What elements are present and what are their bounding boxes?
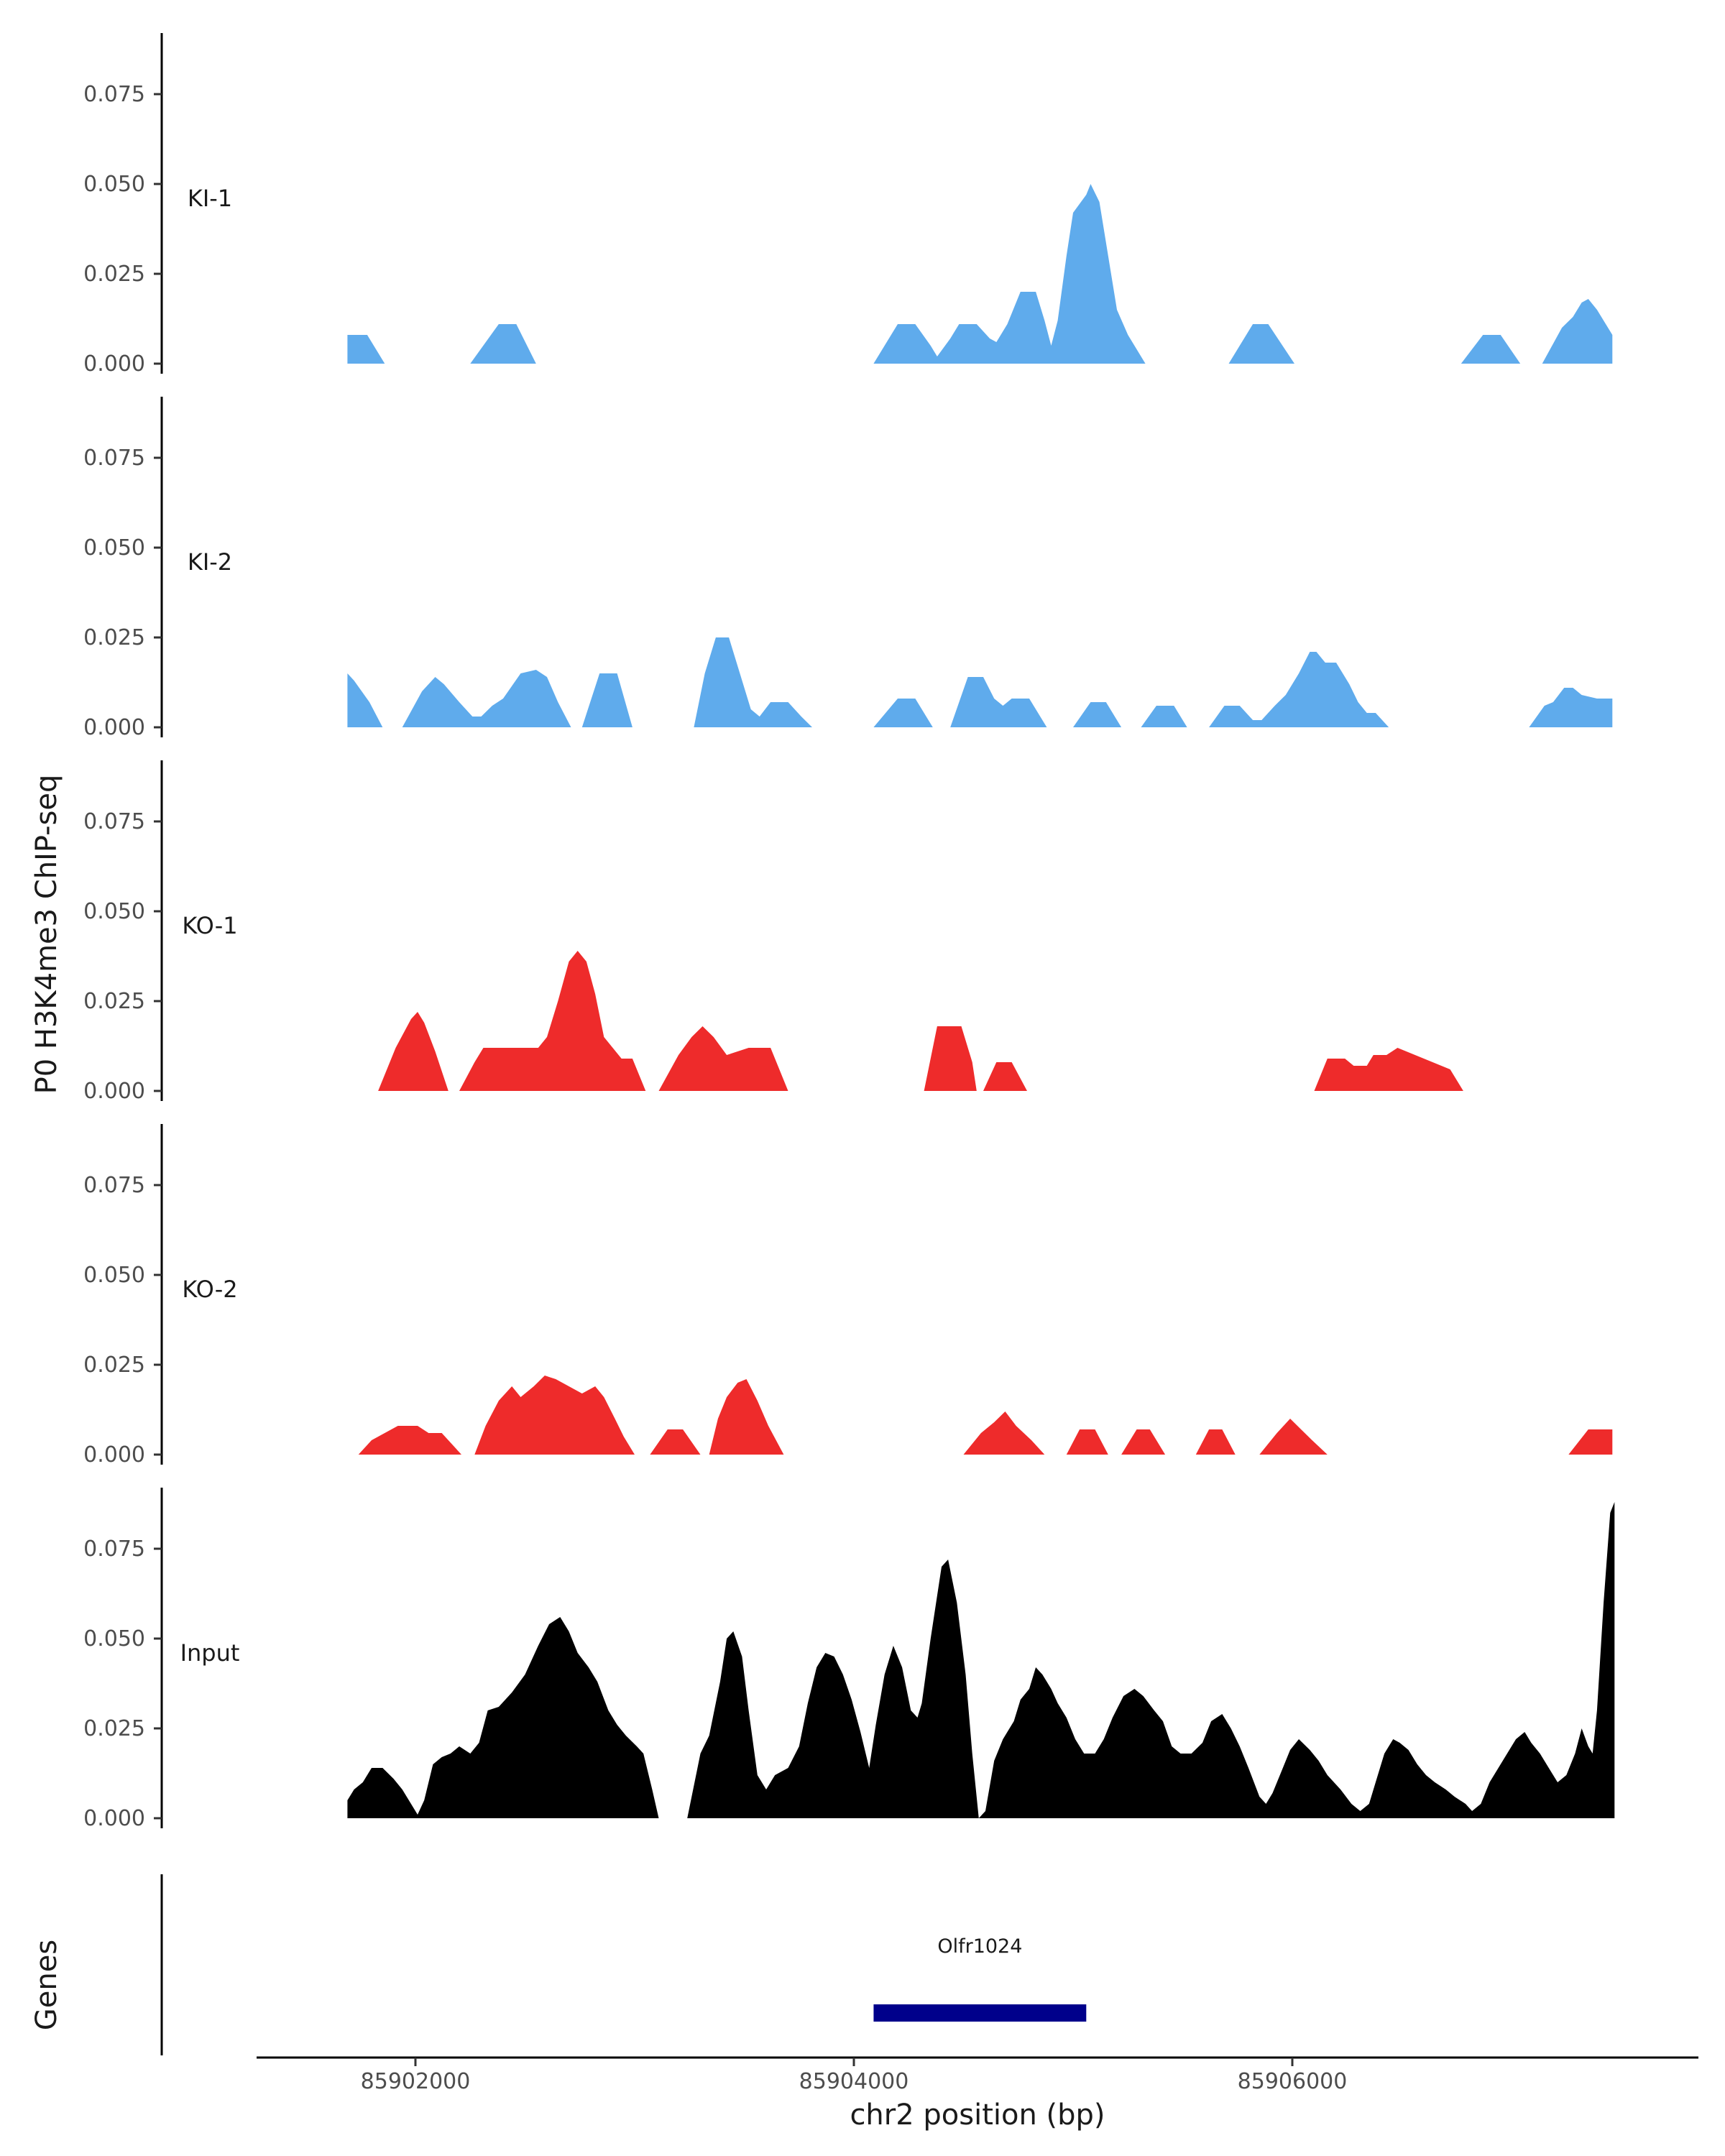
y-tick-label: 0.075: [83, 1173, 145, 1198]
y-tick-label: 0.000: [83, 715, 145, 740]
tracks-layer: 0.0000.0250.0500.075KI-10.0000.0250.0500…: [83, 33, 1615, 1831]
y-tick-label: 0.000: [83, 1442, 145, 1468]
track-input: 0.000 0.025 0.050 0.075 Input: [83, 1488, 1615, 1831]
y-axis-title: P0 H3K4me3 ChIP-seq: [30, 775, 63, 1095]
y-tick-label: 0.050: [83, 535, 145, 561]
x-tick-label: 85906000: [1238, 2069, 1348, 2094]
y-tick-label: 0.025: [83, 1353, 145, 1378]
track-ko-2: 0.000 0.025 0.050 0.075 KO-2: [83, 1124, 1613, 1468]
track-ko-1: 0.000 0.025 0.050 0.075 KO-1: [83, 760, 1463, 1104]
gene-bar: [873, 2004, 1087, 2022]
y-tick-label: 0.050: [83, 899, 145, 924]
genes-panel: Olfr1024 Genes: [30, 1874, 1087, 2055]
track-ki-1: 0.000 0.025 0.050 0.075 KI-1: [83, 33, 1613, 377]
track-label: Input: [180, 1639, 240, 1667]
y-tick-label: 0.050: [83, 172, 145, 197]
y-tick-label: 0.025: [83, 262, 145, 287]
y-tick-label: 0.050: [83, 1626, 145, 1651]
track-label: KI-1: [188, 185, 232, 212]
coverage-area: [347, 1502, 1615, 1818]
track-label: KO-1: [182, 912, 237, 939]
y-tick-label: 0.000: [83, 1079, 145, 1104]
y-tick-label: 0.025: [83, 989, 145, 1014]
y-tick-label: 0.075: [83, 809, 145, 834]
coverage-area: [378, 951, 1463, 1091]
track-ki-2: 0.000 0.025 0.050 0.075 KI-2: [83, 397, 1613, 740]
coverage-area: [347, 184, 1613, 364]
y-tick-label: 0.000: [83, 1806, 145, 1831]
gene-label: Olfr1024: [937, 1935, 1022, 1958]
y-tick-label: 0.075: [83, 446, 145, 471]
x-tick-label: 85904000: [799, 2069, 909, 2094]
x-axis: 85902000 85904000 85906000 chr2 position (…: [257, 2056, 1698, 2132]
y-tick-label: 0.000: [83, 351, 145, 377]
x-axis-title: chr2 position (bp): [850, 2099, 1105, 2132]
y-tick-label: 0.050: [83, 1263, 145, 1288]
coverage-area: [347, 637, 1613, 727]
y-tick-label: 0.075: [83, 82, 145, 107]
x-tick-label: 85902000: [361, 2069, 471, 2094]
track-label: KI-2: [188, 548, 232, 576]
y-tick-label: 0.075: [83, 1537, 145, 1562]
genes-axis-title: Genes: [30, 1940, 63, 2030]
track-label: KO-2: [182, 1276, 237, 1303]
y-tick-label: 0.025: [83, 625, 145, 650]
x-ticks: 85902000 85904000 85906000: [361, 2058, 1348, 2094]
y-tick-label: 0.025: [83, 1716, 145, 1741]
coverage-area: [358, 1376, 1613, 1455]
